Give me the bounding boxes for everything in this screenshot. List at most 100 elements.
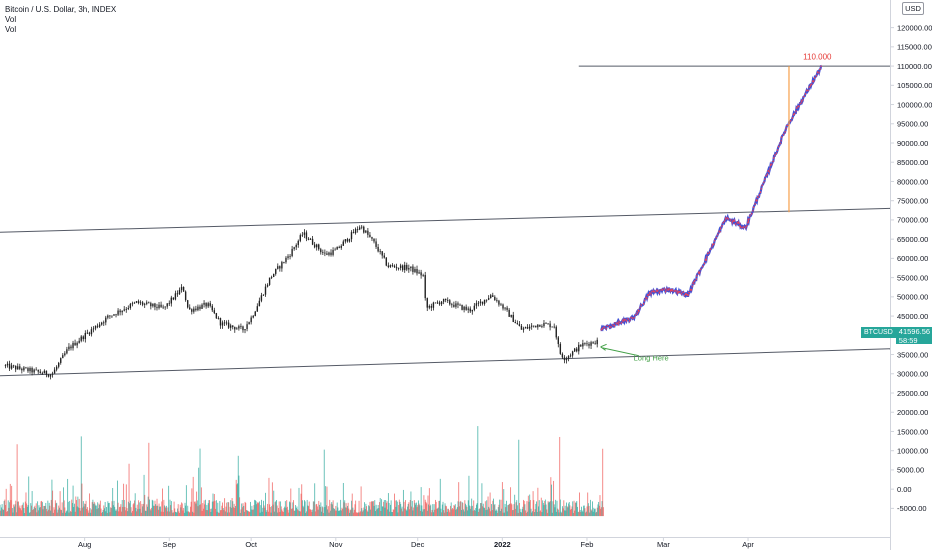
candle-body bbox=[427, 298, 428, 308]
candle-body bbox=[543, 323, 544, 326]
candle-body bbox=[187, 300, 188, 307]
candle-body bbox=[318, 244, 319, 249]
candle-body bbox=[216, 313, 217, 318]
candle-body bbox=[89, 333, 90, 335]
candle-body bbox=[570, 355, 571, 356]
candle-body bbox=[474, 306, 475, 310]
volume-bars bbox=[0, 426, 604, 516]
candle-body bbox=[197, 307, 198, 310]
candle-body bbox=[404, 265, 405, 270]
candle-body bbox=[441, 302, 442, 304]
y-tick-label: 105000.00 bbox=[897, 81, 932, 90]
candle-body bbox=[324, 253, 325, 254]
candle-body bbox=[240, 326, 241, 327]
x-tick-label: 2022 bbox=[494, 540, 511, 549]
candle-body bbox=[310, 239, 311, 240]
candle-body bbox=[183, 287, 184, 292]
candle-body bbox=[549, 324, 550, 328]
candle-body bbox=[558, 337, 559, 344]
candle-body bbox=[265, 287, 266, 295]
price-tag-value: 41596.56 58:59 bbox=[896, 327, 932, 344]
candle-body bbox=[406, 265, 407, 270]
candle-body bbox=[314, 245, 315, 248]
candle-body bbox=[326, 253, 327, 254]
candle-body bbox=[339, 247, 340, 248]
candle-body bbox=[173, 298, 174, 300]
y-tick-label: 65000.00 bbox=[897, 235, 928, 244]
volume-bar bbox=[28, 476, 29, 516]
candle-body bbox=[160, 305, 161, 307]
volume-legend-1[interactable]: Vol bbox=[5, 15, 116, 25]
candle-body bbox=[74, 343, 75, 345]
candle-body bbox=[205, 303, 206, 306]
candle-body bbox=[476, 303, 477, 305]
candle-body bbox=[201, 305, 202, 309]
candle-body bbox=[412, 266, 413, 271]
volume-bar bbox=[503, 489, 504, 516]
price-axis[interactable]: 120000.00115000.00110000.00105000.001000… bbox=[890, 23, 932, 513]
candle-body bbox=[76, 343, 77, 346]
volume-bar bbox=[551, 485, 552, 516]
candle-body bbox=[179, 290, 180, 294]
candle-body bbox=[35, 370, 36, 371]
candle-body bbox=[334, 250, 335, 251]
candle-body bbox=[556, 327, 557, 338]
candle-body bbox=[390, 265, 391, 267]
candle-body bbox=[425, 275, 426, 298]
y-tick-label: 115000.00 bbox=[897, 43, 932, 52]
candle-body bbox=[42, 373, 43, 374]
candle-body bbox=[443, 299, 444, 302]
volume-bar bbox=[502, 482, 503, 516]
candle-body bbox=[422, 275, 423, 276]
candle-body bbox=[293, 247, 294, 249]
candle-body bbox=[562, 354, 563, 358]
candle-body bbox=[408, 268, 409, 269]
candle-body bbox=[162, 307, 163, 308]
candle-body bbox=[27, 368, 28, 371]
candle-body bbox=[33, 370, 34, 373]
candle-body bbox=[451, 304, 452, 305]
candle-body bbox=[23, 367, 24, 370]
candle-body bbox=[410, 266, 411, 268]
candle-body bbox=[132, 303, 133, 304]
price-tag-countdown: 58:59 bbox=[899, 336, 932, 345]
candle-body bbox=[285, 258, 286, 262]
candle-body bbox=[136, 301, 137, 302]
candle-body bbox=[343, 241, 344, 245]
candle-body bbox=[287, 256, 288, 258]
candle-body bbox=[576, 349, 577, 352]
candle-body bbox=[130, 304, 131, 308]
candle-body bbox=[433, 303, 434, 308]
y-tick-label: 110000.00 bbox=[897, 62, 932, 71]
y-tick-label: 20000.00 bbox=[897, 408, 928, 417]
candle-body bbox=[304, 232, 305, 234]
currency-button[interactable]: USD bbox=[902, 2, 924, 15]
candle-body bbox=[207, 303, 208, 306]
candle-body bbox=[242, 326, 243, 330]
candle-body bbox=[508, 310, 509, 317]
y-tick-label: 30000.00 bbox=[897, 370, 928, 379]
candle-body bbox=[128, 308, 129, 309]
candle-body bbox=[580, 345, 581, 347]
candle-body bbox=[99, 325, 100, 327]
candle-body bbox=[541, 326, 542, 327]
candle-body bbox=[400, 265, 401, 268]
candle-body bbox=[78, 341, 79, 343]
candle-body bbox=[95, 326, 96, 329]
candle-body bbox=[146, 302, 147, 303]
volume-bar bbox=[324, 450, 325, 516]
symbol-title[interactable]: Bitcoin / U.S. Dollar, 3h, INDEX bbox=[5, 5, 116, 15]
candle-body bbox=[25, 367, 26, 368]
trendline-2[interactable] bbox=[0, 349, 890, 376]
candle-body bbox=[58, 363, 59, 367]
candle-body bbox=[142, 302, 143, 304]
trendline-1[interactable] bbox=[0, 208, 890, 232]
candle-body bbox=[296, 245, 297, 247]
candle-body bbox=[463, 307, 464, 310]
volume-legend-2[interactable]: Vol bbox=[5, 25, 116, 35]
candle-body bbox=[379, 251, 380, 252]
